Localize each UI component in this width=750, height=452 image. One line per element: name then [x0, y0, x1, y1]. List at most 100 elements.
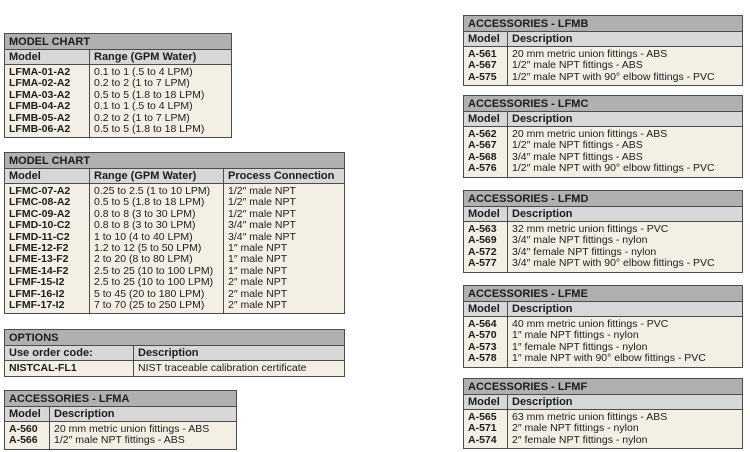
column-header: Model	[463, 301, 508, 317]
description-cell: 0.1 to 1 (.5 to 4 LPM)	[89, 101, 232, 113]
description-cell: 5 to 45 (20 to 180 LPM)	[89, 288, 224, 301]
table-row: LFMC-08-A2 0.5 to 5 (1.8 to 18 LPM) 1/2″ m…	[4, 197, 345, 209]
column-header: Model	[4, 168, 90, 184]
table-title: ACCESSORIES - LFMA	[4, 390, 237, 407]
table-row: LFMD-10-C2 0.8 to 8 (3 to 30 LPM) 3/4″ mal…	[4, 220, 345, 232]
table-title: MODEL CHART	[4, 33, 232, 50]
model-code-cell: A-569	[463, 235, 508, 247]
table-title: ACCESSORIES - LFMC	[463, 95, 743, 112]
table-row: A-570 1″ male NPT fittings - nylon	[463, 330, 743, 342]
table-row: A-577 3/4″ male NPT with 90° elbow fittin…	[463, 258, 743, 273]
model-code-cell: LFMD-10-C2	[4, 220, 90, 232]
accessories-lfmd-table: ACCESSORIES - LFMD Model Description A-563 3…	[463, 190, 743, 273]
table-body: A-563 32 mm metric union fittings - PVC A-…	[463, 221, 743, 273]
table-head: ACCESSORIES - LFME Model Description	[463, 285, 743, 317]
model-code-cell: A-576	[463, 163, 508, 178]
table-row: A-572 3/4″ female NPT fittings - nylon	[463, 246, 743, 259]
table-title: ACCESSORIES - LFMD	[463, 190, 743, 207]
table-header-row: Model Range (GPM Water) Process Connection	[4, 168, 345, 184]
description-cell: 3/4″ male NPT fittings - nylon	[507, 235, 743, 247]
description-cell: 0.2 to 2 (1 to 7 LPM)	[89, 112, 232, 125]
description-cell: 2″ male NPT	[223, 277, 345, 289]
table-body: A-565 63 mm metric union fittings - ABS A-…	[463, 409, 743, 449]
description-cell: 1″ male NPT fittings - nylon	[507, 330, 743, 342]
column-header: Model	[4, 49, 90, 65]
table-title: ACCESSORIES - LFMF	[463, 378, 743, 395]
model-code-cell: LFME-13-F2	[4, 254, 90, 266]
description-cell: 0.5 to 5 (1.8 to 18 LPM)	[89, 197, 224, 209]
table-body: A-562 20 mm metric union fittings - ABS A-…	[463, 126, 743, 178]
column-header: Process Connection	[223, 168, 345, 184]
description-cell: 0.8 to 8 (3 to 30 LPM)	[89, 220, 224, 232]
column-header: Model	[463, 31, 508, 47]
table-row: LFMA-01-A2 0.1 to 1 (.5 to 4 LPM)	[4, 64, 232, 79]
model-code-cell: A-561	[463, 46, 508, 61]
description-cell: 1″ male NPT	[223, 243, 345, 255]
model-code-cell: A-575	[463, 71, 508, 86]
table-header-row: Model Description	[463, 301, 743, 317]
description-cell: 3/4″ female NPT fittings - nylon	[507, 246, 743, 259]
description-cell: 1/2″ male NPT	[223, 183, 345, 198]
options-table: OPTIONS Use order code: Description NISTCAL…	[4, 329, 345, 378]
table-title-row: ACCESSORIES - LFMA	[4, 390, 237, 407]
table-body: A-564 40 mm metric union fittings - PVC A-…	[463, 316, 743, 368]
description-cell: 0.2 to 2 (1 to 7 LPM)	[89, 78, 232, 90]
column-header: Description	[507, 301, 743, 317]
description-cell: 2.5 to 25 (10 to 100 LPM)	[89, 265, 224, 278]
table-body: NISTCAL-FL1 NIST traceable calibration ce…	[4, 360, 345, 377]
table-row: LFMF-15-I2 2.5 to 25 (10 to 100 LPM) 2″ ma…	[4, 277, 345, 289]
table-head: MODEL CHART Model Range (GPM Water)	[4, 33, 232, 65]
table-row: A-573 1″ female NPT fittings - nylon	[463, 341, 743, 354]
model-code-cell: A-570	[463, 330, 508, 342]
table-row: A-578 1″ male NPT with 90° elbow fittings…	[463, 353, 743, 368]
table-row: A-564 40 mm metric union fittings - PVC	[463, 316, 743, 331]
description-cell: 2″ female NPT fittings - nylon	[507, 434, 743, 449]
description-cell: 40 mm metric union fittings - PVC	[507, 316, 743, 331]
description-cell: 32 mm metric union fittings - PVC	[507, 221, 743, 236]
table-head: ACCESSORIES - LFMC Model Description	[463, 95, 743, 127]
table-head: ACCESSORIES - LFMB Model Description	[463, 15, 743, 47]
table-header-row: Model Description	[463, 394, 743, 410]
column-header: Model	[4, 406, 50, 422]
accessories-lfmf-table: ACCESSORIES - LFMF Model Description A-565 6…	[463, 378, 743, 450]
model-code-cell: LFMC-07-A2	[4, 183, 90, 198]
column-header: Description	[507, 206, 743, 222]
description-cell: 7 to 70 (25 to 250 LPM)	[89, 300, 224, 314]
description-cell: 3/4″ male NPT	[223, 220, 345, 232]
accessories-lfmc-table: ACCESSORIES - LFMC Model Description A-562 2…	[463, 95, 743, 178]
table-title-row: ACCESSORIES - LFMC	[463, 95, 743, 112]
table-row: A-571 2″ male NPT fittings - nylon	[463, 423, 743, 435]
table-row: NISTCAL-FL1 NIST traceable calibration ce…	[4, 360, 345, 377]
model-code-cell: A-573	[463, 341, 508, 354]
model-code-cell: A-574	[463, 434, 508, 449]
model-code-cell: A-577	[463, 258, 508, 273]
description-cell: 1/2″ male NPT with 90° elbow fittings - …	[507, 71, 743, 86]
description-cell: 0.5 to 5 (1.8 to 18 LPM)	[89, 89, 232, 102]
table-row: A-566 1/2″ male NPT fittings - ABS	[4, 435, 237, 450]
model-code-cell: LFMA-01-A2	[4, 64, 90, 79]
table-head: ACCESSORIES - LFMF Model Description	[463, 378, 743, 410]
accessories-lfme-table: ACCESSORIES - LFME Model Description A-564 4…	[463, 285, 743, 368]
model-code-cell: A-568	[463, 151, 508, 164]
table-row: A-562 20 mm metric union fittings - ABS	[463, 126, 743, 141]
table-row: LFMB-04-A2 0.1 to 1 (.5 to 4 LPM)	[4, 101, 232, 113]
table-row: A-567 1/2″ male NPT fittings - ABS	[463, 60, 743, 72]
description-cell: 1/2″ male NPT	[223, 197, 345, 209]
table-title-row: ACCESSORIES - LFMD	[463, 190, 743, 207]
table-row: A-567 1/2″ male NPT fittings - ABS	[463, 140, 743, 152]
model-code-cell: LFMB-04-A2	[4, 101, 90, 113]
table-row: LFMA-03-A2 0.5 to 5 (1.8 to 18 LPM)	[4, 89, 232, 102]
model-code-cell: A-571	[463, 423, 508, 435]
description-cell: 1/2″ male NPT	[223, 208, 345, 221]
table-header-row: Model Range (GPM Water)	[4, 49, 232, 65]
model-chart-table-lfma-lfmb: MODEL CHART Model Range (GPM Water) LFMA-01…	[4, 33, 232, 139]
table-title-row: MODEL CHART	[4, 152, 345, 169]
model-code-cell: A-572	[463, 246, 508, 259]
model-code-cell: LFMD-11-C2	[4, 231, 90, 244]
table-title-row: ACCESSORIES - LFMB	[463, 15, 743, 32]
model-code-cell: LFMB-05-A2	[4, 112, 90, 125]
column-header: Model	[463, 206, 508, 222]
table-row: A-576 1/2″ male NPT with 90° elbow fittin…	[463, 163, 743, 178]
model-code-cell: A-578	[463, 353, 508, 368]
